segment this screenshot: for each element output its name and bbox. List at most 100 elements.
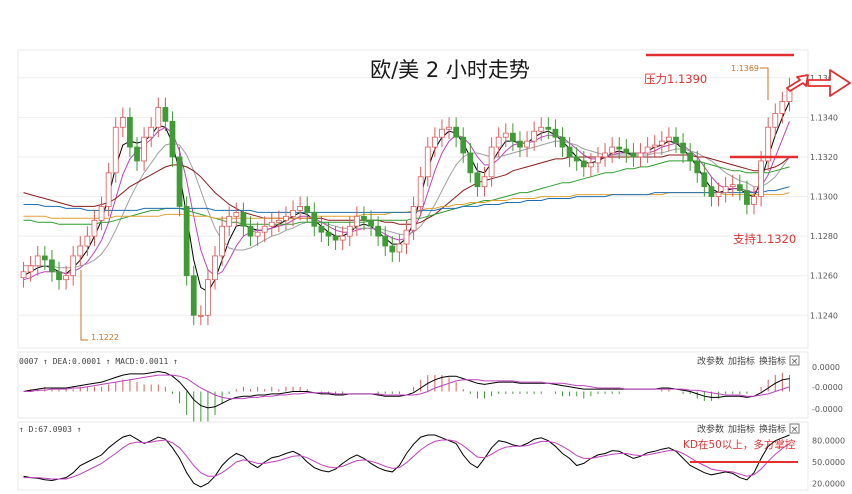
candle-down (552, 128, 559, 138)
candle-up (119, 116, 126, 128)
candle-down (240, 211, 247, 227)
macd-y-axis: 0.0000 -0.0000 -0.0000 (812, 363, 843, 414)
candle-up (396, 243, 403, 253)
candle-up (91, 219, 98, 237)
candle-up (609, 146, 616, 154)
price-y-tick-label: 1.1280 (810, 232, 838, 241)
candle-up (63, 275, 69, 281)
candle-down (375, 225, 382, 237)
kd-close-button[interactable]: × (789, 423, 800, 435)
candle-down (183, 206, 190, 277)
candle-up (226, 215, 233, 227)
high-marker (760, 67, 769, 100)
candle-down (41, 255, 48, 261)
candle-up (84, 235, 91, 247)
candle-down (460, 136, 467, 154)
candle-up (254, 231, 261, 237)
candle-up (644, 146, 651, 154)
candle-down (56, 271, 62, 281)
candle-down (318, 225, 325, 233)
candle-down (304, 206, 311, 213)
kd-close-box[interactable] (789, 423, 800, 434)
candle-down (382, 235, 389, 247)
macd-y-tick-label: -0.0000 (812, 405, 843, 414)
price-y-tick-label: 1.1240 (810, 311, 838, 320)
chart-title: 欧/美 2 小时走势 (370, 58, 530, 82)
price-grid (18, 77, 808, 316)
candle-up (637, 152, 644, 158)
candle-down (176, 156, 183, 207)
kd-y-tick-label: 80.0000 (812, 437, 845, 446)
candle-down (49, 259, 55, 273)
price-y-tick-label: 1.1360 (810, 74, 838, 83)
high-label: 1.1369 (731, 64, 759, 73)
kd-y-tick-label: 20.0000 (812, 479, 845, 488)
candle-down (361, 215, 367, 221)
candle-down (517, 140, 523, 148)
candle-up (339, 235, 346, 241)
candle-up (531, 130, 538, 142)
kd-button-add-indicator[interactable]: 加指标 (728, 423, 755, 435)
candle-up (595, 156, 601, 164)
candle-up (353, 215, 360, 227)
candle-down (701, 172, 708, 188)
candle-up (275, 219, 282, 223)
candle-up (439, 128, 445, 138)
candle-down (453, 126, 460, 138)
candle-up (261, 225, 268, 233)
kd-d-line (23, 439, 790, 480)
kd-button-switch-indicator[interactable]: 换指标 (759, 423, 786, 435)
candle-up (488, 146, 495, 178)
candle-up (105, 172, 112, 207)
candle-up (410, 206, 417, 231)
candle-down (332, 235, 339, 241)
candle-up (772, 113, 779, 128)
macd-dea-line (23, 374, 790, 400)
macd-close-icon[interactable]: × (791, 357, 799, 367)
price-y-tick-label: 1.1340 (810, 113, 838, 122)
candle-up (77, 245, 84, 257)
candle-down (368, 219, 374, 227)
price-y-axis: 1.1360 1.1340 1.1320 1.1300 1.1280 1.1260 1.12… (810, 74, 838, 321)
macd-panel-frame (17, 351, 809, 419)
kd-panel: ↑ D:67.0903 ↑ 改参数 加指标 换指标 × 80.0000 50.00… (17, 421, 845, 491)
candle-up (602, 152, 608, 158)
candle-up (27, 265, 34, 273)
macd-button-switch-indicator[interactable]: 换指标 (759, 355, 786, 367)
kd-close-icon[interactable]: × (791, 425, 799, 435)
candle-up (297, 206, 304, 211)
macd-header: 0007 ↑ DEA:0.0001 ↑ MACD:0.0011 ↑ (19, 357, 178, 366)
candle-up (651, 144, 658, 148)
up-arrow-icon (786, 74, 809, 92)
macd-close-button[interactable]: × (789, 355, 800, 367)
candle-up (233, 211, 240, 217)
candle-down (694, 160, 701, 174)
macd-panel: 0007 ↑ DEA:0.0001 ↑ MACD:0.0011 ↑ 改参数 加指… (17, 351, 843, 427)
macd-button-add-indicator[interactable]: 加指标 (728, 355, 755, 367)
macd-button-edit-params[interactable]: 改参数 (697, 355, 724, 367)
candle-up (751, 196, 757, 205)
candle-up (715, 192, 722, 197)
macd-close-box[interactable] (789, 355, 800, 366)
candle-down (545, 126, 552, 130)
candle-up (729, 184, 736, 188)
support-label: 支持1.1320 (733, 232, 796, 246)
kd-button-edit-params[interactable]: 改参数 (697, 423, 724, 435)
kd-header: ↑ D:67.0903 ↑ (19, 425, 82, 434)
candle-up (758, 160, 764, 197)
candle-up (34, 255, 41, 267)
candle-up (346, 225, 353, 237)
candle-up (205, 279, 211, 316)
kd-panel-frame (17, 421, 809, 491)
macd-lines (23, 370, 790, 409)
candle-up (765, 126, 772, 162)
candle-up (417, 176, 424, 207)
candle-down (736, 184, 743, 192)
candle-up (588, 162, 594, 168)
candle-up (403, 229, 410, 245)
candle-down (616, 146, 623, 150)
candle-up (98, 206, 105, 221)
candle-down (389, 245, 396, 253)
candle-up (141, 136, 147, 162)
